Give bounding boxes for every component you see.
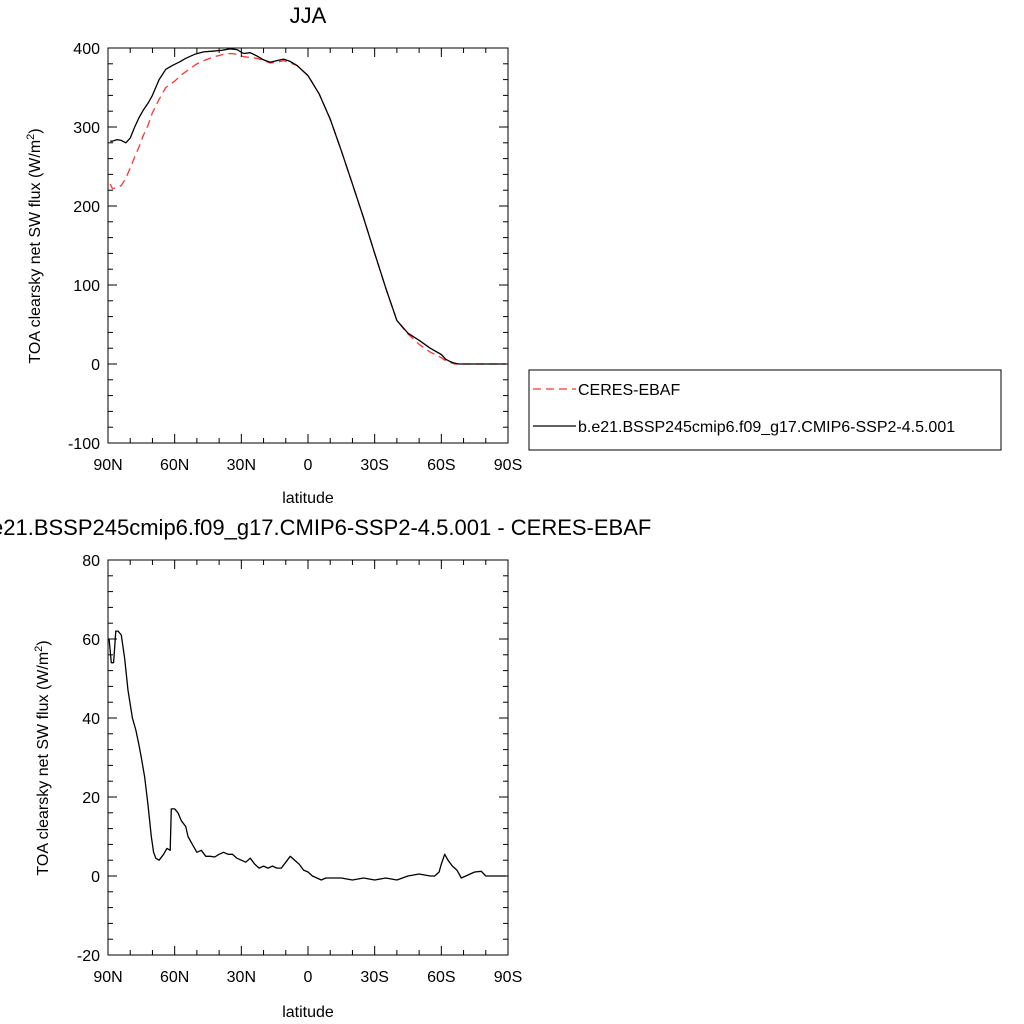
bottom-y-axis-label: TOA clearsky net SW flux (W/m2)	[33, 640, 52, 875]
bottom-x-tick-label-3: 0	[304, 969, 313, 986]
top-series-group	[109, 48, 506, 365]
bottom-y-tick-label-2: 20	[82, 790, 100, 807]
top-y-tick-label-1: 0	[91, 357, 100, 374]
top-y-tick-label-2: 100	[73, 278, 100, 295]
bottom-x-tick-label-4: 30S	[360, 969, 388, 986]
legend-label-ceres-ebaf: CERES-EBAF	[578, 382, 680, 399]
top-x-axis-label: latitude	[282, 490, 334, 507]
bottom-title: b.e21.BSSP245cmip6.f09_g17.CMIP6-SSP2-4.…	[0, 515, 651, 540]
top-panel: JJA 90N 60N 30N 0 30S 60S 90S -100 0 100 200 300 400…	[25, 3, 522, 507]
top-series-line-1	[110, 48, 506, 365]
bottom-y-tick-label-4: 60	[82, 632, 100, 649]
bottom-x-tick-label-6: 90S	[494, 969, 522, 986]
legend: CERES-EBAF b.e21.BSSP245cmip6.f09_g17.CM…	[528, 369, 1002, 451]
bottom-x-tick-label-5: 60S	[427, 969, 455, 986]
top-plot-frame	[107, 47, 509, 444]
bottom-y-tick-label-1: 0	[91, 869, 100, 886]
bottom-y-tick-label-3: 40	[82, 711, 100, 728]
bottom-x-tick-label-1: 60N	[160, 969, 189, 986]
top-x-tick-label-6: 90S	[494, 457, 522, 474]
top-y-axis-label: TOA clearsky net SW flux (W/m2)	[25, 128, 44, 363]
top-y-tick-label-3: 200	[73, 199, 100, 216]
bottom-series-line-0	[108, 630, 506, 881]
top-x-tick-label-0: 90N	[93, 457, 122, 474]
top-x-tick-label-2: 30N	[227, 457, 256, 474]
bottom-x-axis-label: latitude	[282, 1004, 334, 1021]
top-x-tick-label-1: 60N	[160, 457, 189, 474]
top-title: JJA	[290, 3, 327, 28]
bottom-x-tick-label-0: 90N	[93, 969, 122, 986]
top-y-tick-label-4: 300	[73, 120, 100, 137]
legend-label-model: b.e21.BSSP245cmip6.f09_g17.CMIP6-SSP2-4.…	[578, 419, 955, 436]
bottom-panel: b.e21.BSSP245cmip6.f09_g17.CMIP6-SSP2-4.…	[0, 515, 651, 1021]
top-x-tick-label-4: 30S	[360, 457, 388, 474]
bottom-tick-group: 90N 60N 30N 0 30S 60S 90S -20 0 20 40 60 80	[77, 553, 522, 986]
top-y-tick-label-0: -100	[68, 436, 100, 453]
top-tick-group: 90N 60N 30N 0 30S 60S 90S -100 0 100 200 300 400	[68, 41, 522, 474]
bottom-series-group	[108, 630, 506, 881]
bottom-x-tick-label-2: 30N	[227, 969, 256, 986]
top-x-tick-label-5: 60S	[427, 457, 455, 474]
bottom-y-tick-label-5: 80	[82, 553, 100, 570]
top-x-tick-label-3: 0	[304, 457, 313, 474]
legend-box	[528, 369, 1002, 451]
bottom-plot-frame	[107, 559, 509, 956]
top-series-line-0	[109, 52, 506, 365]
top-y-tick-label-5: 400	[73, 41, 100, 58]
bottom-y-tick-label-0: -20	[77, 948, 100, 965]
